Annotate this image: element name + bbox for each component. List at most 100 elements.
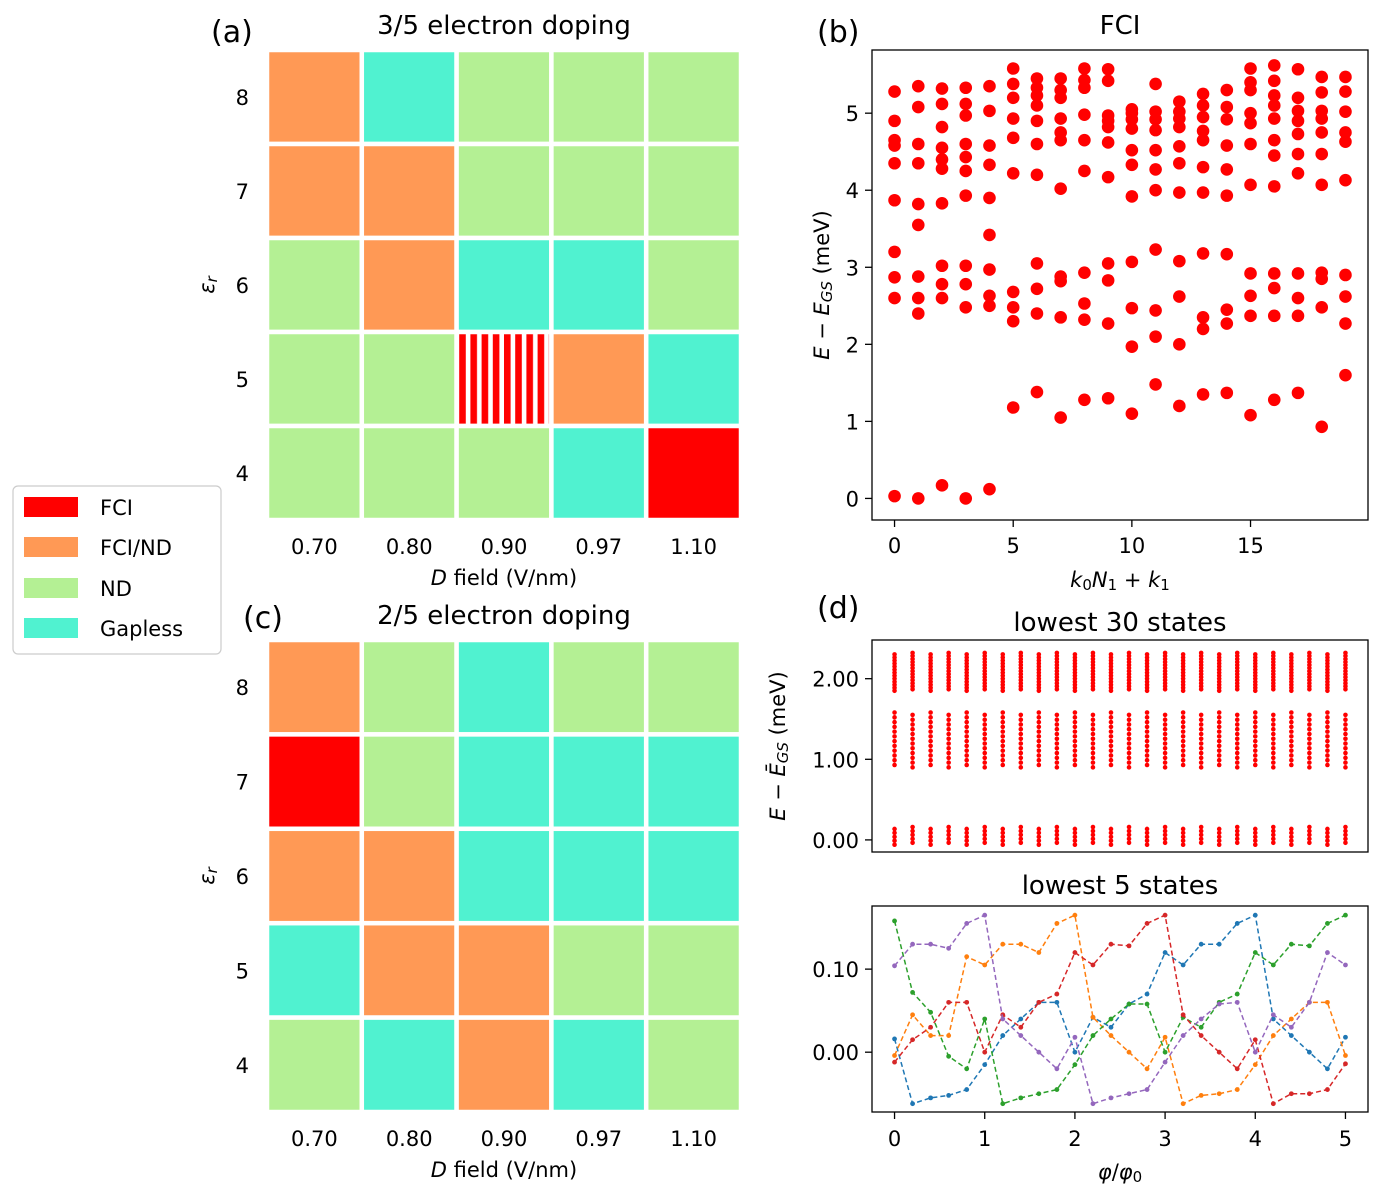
heat-cell-6-0.90 xyxy=(454,826,554,926)
series-marker xyxy=(1270,1016,1276,1022)
heat-cell-4-0.90 xyxy=(454,423,554,523)
energy-point xyxy=(1125,407,1139,420)
state-point xyxy=(1036,729,1042,734)
energy-point xyxy=(1078,313,1091,326)
state-point xyxy=(892,757,897,763)
energy-point xyxy=(1196,87,1210,101)
state-point xyxy=(1144,724,1150,730)
state-point xyxy=(946,840,951,846)
energy-point xyxy=(935,291,949,305)
state-point xyxy=(1090,712,1096,718)
state-point xyxy=(1234,755,1240,761)
energy-point xyxy=(1291,386,1305,400)
energy-point xyxy=(1006,314,1020,328)
state-point xyxy=(1180,834,1186,840)
series-marker xyxy=(892,1036,897,1042)
energy-point xyxy=(1339,135,1352,148)
state-point xyxy=(1162,745,1168,751)
state-point xyxy=(964,743,969,749)
state-point xyxy=(892,710,897,715)
state-point xyxy=(1307,828,1312,834)
heat-cell-6-0.70 xyxy=(264,235,365,335)
state-point xyxy=(1234,731,1240,737)
energy-point xyxy=(1149,123,1162,137)
state-point xyxy=(1018,731,1024,737)
state-point xyxy=(1000,729,1006,734)
state-point xyxy=(1289,729,1294,734)
state-point xyxy=(1036,715,1042,720)
state-point xyxy=(1144,715,1150,720)
series-marker xyxy=(1306,1049,1312,1055)
state-point xyxy=(1252,734,1258,739)
state-point xyxy=(1252,842,1258,848)
energy-point xyxy=(1078,62,1091,75)
state-point xyxy=(910,765,915,770)
series-marker xyxy=(1000,1033,1006,1038)
heat-cell-8-0.97 xyxy=(549,47,649,147)
energy-point xyxy=(959,109,973,122)
energy-point xyxy=(1054,112,1067,125)
state-point xyxy=(1162,760,1168,765)
series-marker xyxy=(928,1009,934,1015)
state-point xyxy=(982,745,988,751)
state-point xyxy=(928,715,933,720)
state-point xyxy=(1090,650,1096,656)
state-point xyxy=(1252,743,1258,749)
energy-point xyxy=(1125,340,1139,353)
energy-point xyxy=(1339,85,1352,98)
state-point xyxy=(1198,824,1204,830)
series-marker xyxy=(1252,912,1258,918)
state-point xyxy=(1180,838,1186,844)
series-marker xyxy=(1126,1049,1132,1055)
state-point xyxy=(1000,734,1006,739)
state-point xyxy=(1072,719,1078,725)
series-marker xyxy=(982,1016,988,1022)
energy-point xyxy=(1149,330,1162,343)
state-point xyxy=(1144,652,1150,657)
state-point xyxy=(1126,824,1132,830)
energy-point xyxy=(1030,307,1044,320)
state-point xyxy=(1000,762,1006,768)
energy-point xyxy=(1315,301,1329,314)
state-point xyxy=(1307,755,1312,761)
heatmap-panel-a: 0.70 0.80 0.90 0.97 1.10 8 7 6 5 4 3/5 electron do… xyxy=(195,11,744,590)
energy-point xyxy=(1244,289,1257,303)
energy-point xyxy=(1054,311,1067,324)
energy-point xyxy=(1220,189,1234,202)
state-point xyxy=(964,724,969,730)
state-point xyxy=(928,719,933,725)
state-point xyxy=(982,650,988,656)
series-marker xyxy=(1072,912,1078,918)
state-point xyxy=(1036,748,1042,753)
energy-point xyxy=(1006,62,1020,75)
energy-point xyxy=(1030,282,1044,296)
state-point xyxy=(1271,755,1276,761)
state-point xyxy=(1162,824,1168,830)
state-point xyxy=(1108,838,1114,844)
state-point xyxy=(1162,741,1168,746)
series-marker xyxy=(928,1095,934,1101)
state-point xyxy=(1289,834,1294,840)
heat-cell-8-0.97 xyxy=(549,637,649,737)
state-point xyxy=(1126,832,1132,838)
state-point xyxy=(892,753,897,758)
state-point xyxy=(1144,830,1150,836)
state-point xyxy=(1234,824,1240,830)
state-point xyxy=(1307,726,1312,732)
state-point xyxy=(1054,765,1060,770)
y-tick-label: 8 xyxy=(236,676,249,700)
energy-point xyxy=(1078,297,1091,310)
x-tick-label: 1 xyxy=(978,1127,991,1151)
state-point xyxy=(1271,726,1276,732)
series-marker xyxy=(1252,1062,1258,1068)
series-marker xyxy=(1000,1016,1006,1022)
panel-label-b: (b) xyxy=(817,15,859,50)
energy-point xyxy=(1220,386,1234,400)
state-point xyxy=(1271,731,1276,737)
series-marker xyxy=(964,954,970,960)
state-point xyxy=(982,760,988,765)
energy-point xyxy=(959,137,973,151)
state-point xyxy=(1216,710,1222,715)
y-tick-label: 5 xyxy=(846,102,859,126)
state-point xyxy=(892,838,897,844)
